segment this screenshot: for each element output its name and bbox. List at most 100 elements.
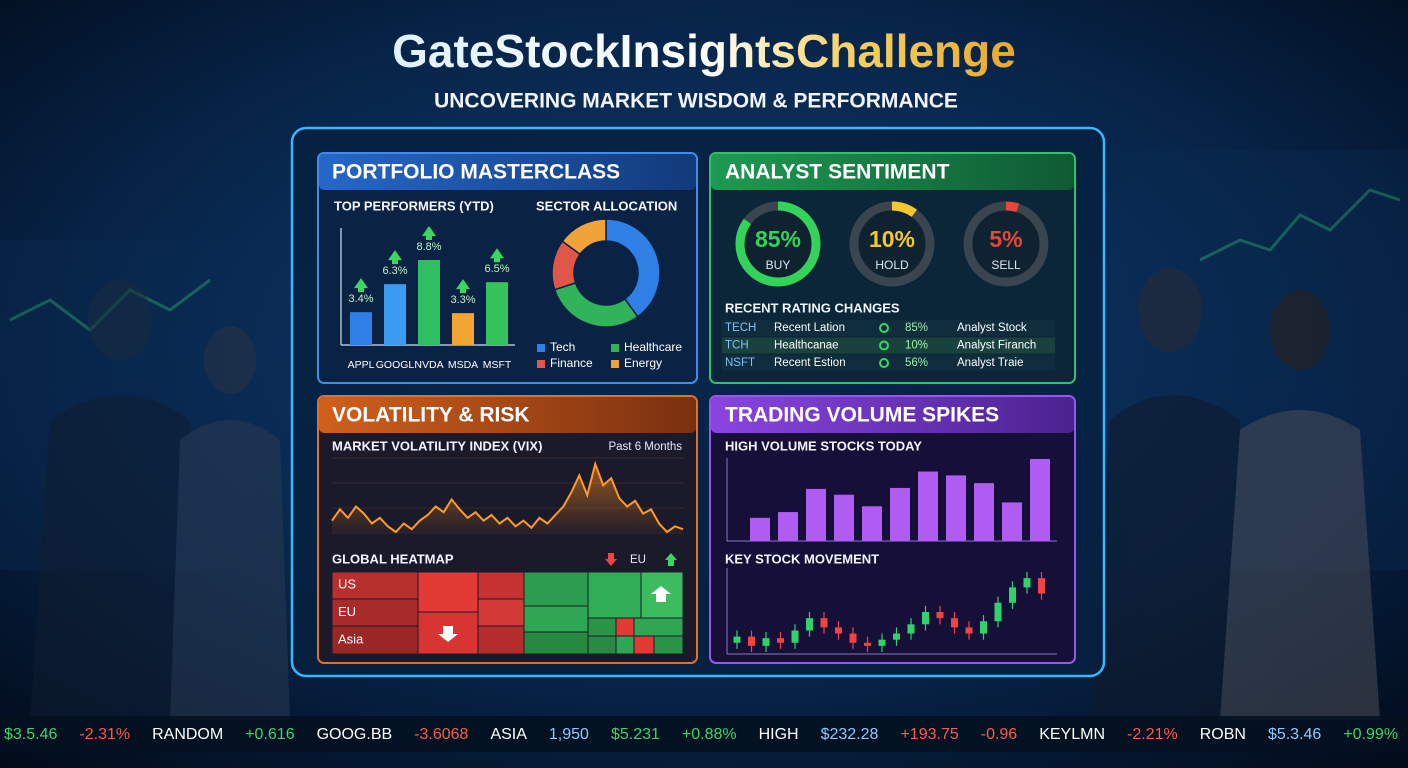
ticker-item: $5.3.46: [1268, 726, 1321, 743]
candle-body: [922, 612, 929, 625]
bar: [806, 488, 826, 541]
table-title: RECENT RATING CHANGES: [725, 300, 900, 315]
gauge-label: HOLD: [875, 258, 909, 272]
x-tick-label: MSDA: [448, 359, 478, 371]
ticker-item: 1,950: [549, 726, 589, 743]
ticker-item: +0.88%: [682, 726, 737, 743]
candle-body: [1009, 587, 1016, 603]
chart-title: KEY STOCK MOVEMENT: [725, 551, 879, 566]
bar: [890, 487, 910, 541]
bar: [486, 282, 508, 345]
heatmap-cell: [331, 571, 419, 600]
heatmap-cell: [587, 617, 617, 637]
heatmap-cell: [633, 617, 684, 637]
gauge-value: 85%: [755, 226, 801, 252]
down-arrow: [438, 626, 458, 642]
table-cell: 85%: [905, 322, 928, 334]
bar: [750, 517, 770, 541]
heatmap-cell: [615, 635, 635, 655]
table-cell: NSFT: [725, 357, 755, 369]
ticker-item: HIGH: [759, 726, 799, 743]
legend-label: Energy: [624, 356, 662, 370]
heatmap-cell: [633, 635, 655, 655]
bar: [1002, 502, 1022, 541]
value-label: 8.8%: [416, 241, 441, 253]
bar: [974, 483, 994, 541]
chart-title: HIGH VOLUME STOCKS TODAY: [725, 438, 922, 453]
candle-body: [907, 624, 915, 634]
bar: [918, 471, 938, 541]
ticker-item: ROBN: [1200, 726, 1246, 743]
table-cell: Healthcanae: [774, 340, 839, 352]
ticker-item: -2.21%: [1127, 726, 1178, 743]
candle-body: [864, 642, 871, 646]
gauge-value: 10%: [869, 226, 915, 252]
bar: [452, 313, 474, 345]
legend-label: Tech: [550, 340, 575, 354]
ticker-item: +0.99%: [1343, 726, 1398, 743]
ticker-item: -0.96: [981, 726, 1018, 743]
heatmap-cell: [477, 625, 525, 655]
status-icon: [879, 358, 889, 368]
heatmap-title: GLOBAL HEATMAP: [332, 551, 454, 566]
heatmap-legend: EU: [630, 554, 646, 566]
bar: [1030, 459, 1050, 541]
ticker-item: $232.28: [821, 726, 879, 743]
heatmap-cell: [477, 598, 525, 627]
table-cell: 56%: [905, 357, 928, 369]
bar: [834, 494, 854, 541]
period: Past 6 Months: [608, 441, 682, 453]
table-cell: 10%: [905, 340, 928, 352]
legend-label: Finance: [550, 356, 593, 370]
gauge-arc: [963, 201, 1049, 287]
ticker-bar: [0, 716, 1408, 752]
up-arrow: [456, 279, 470, 294]
candle-body: [1023, 578, 1031, 588]
table-cell: Analyst Traie: [957, 357, 1023, 369]
title: GateStockInsightsChallenge: [392, 25, 1016, 77]
panel-title: VOLATILITY & RISK: [332, 404, 530, 427]
ticker-item: -3.6068: [414, 726, 468, 743]
bar: [384, 284, 406, 345]
candle-body: [820, 618, 828, 628]
donut-slice: [561, 218, 607, 256]
gauge-label: BUY: [766, 258, 791, 272]
gauge-label: SELL: [991, 258, 1021, 272]
ticker-item: RANDOM: [152, 726, 223, 743]
people-silhouettes: [30, 268, 1380, 720]
candle-body: [733, 636, 741, 643]
heatmap-cell: [587, 635, 617, 655]
x-tick-label: MSFT: [483, 359, 512, 371]
candle-body: [936, 612, 944, 619]
candle-body: [878, 639, 886, 646]
bar: [778, 512, 798, 541]
donut-slice: [605, 218, 661, 318]
heatmap-cell: [615, 617, 635, 637]
legend-down: [605, 553, 617, 566]
ticker-item: $3.5.46: [4, 726, 57, 743]
candle-body: [748, 636, 755, 646]
up-arrow: [354, 278, 368, 293]
bar: [350, 312, 372, 345]
heatmap-cell: [331, 598, 419, 627]
candle-body: [849, 633, 857, 643]
subtitle: UNCOVERING MARKET WISDOM & PERFORMANCE: [434, 90, 958, 113]
heatmap-cell: [331, 625, 419, 655]
ticker-item: -2.31%: [79, 726, 130, 743]
value-label: 6.5%: [484, 263, 509, 275]
up-arrow: [422, 226, 436, 240]
table-cell: Recent Lation: [774, 322, 845, 334]
candle-body: [893, 633, 900, 640]
value-label: 6.3%: [382, 265, 407, 277]
heatmap-cell: [587, 571, 642, 619]
region-label: Asia: [338, 631, 364, 646]
legend-swatch: [537, 344, 545, 352]
ticker-item: +0.616: [245, 726, 294, 743]
candle-body: [951, 618, 958, 628]
heatmap-cell: [417, 611, 479, 655]
legend-label: Healthcare: [624, 340, 682, 354]
legend-swatch: [611, 344, 619, 352]
legend-up: [665, 553, 677, 566]
status-icon: [879, 340, 889, 351]
